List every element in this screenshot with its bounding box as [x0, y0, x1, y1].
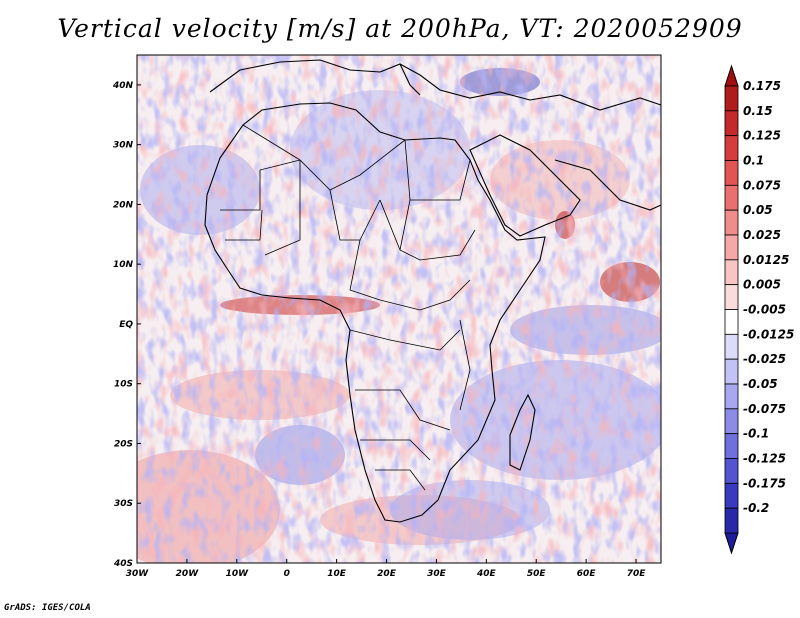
lon-tick-label: 50E [527, 569, 547, 579]
lat-tick-label: 30N [113, 141, 134, 151]
velocity-field [137, 55, 661, 563]
colorbar: 0.175 0.15 0.125 0.1 0.075 0.05 0.025 0.0125 0.0… [724, 64, 794, 555]
lat-tick-label: 20N [113, 200, 134, 210]
colorbar-swatch [724, 333, 739, 360]
colorbar-swatch [724, 284, 739, 310]
colorbar-swatch [724, 259, 739, 286]
lon-tick-label: 30E [427, 569, 447, 579]
colorbar-swatch [724, 209, 739, 236]
lon-tick-label: 40E [476, 569, 497, 579]
lon-tick-label: 20W [176, 569, 200, 579]
colorbar-label: -0.2 [743, 501, 769, 515]
colorbar-swatch [724, 309, 739, 335]
colorbar-swatch [724, 234, 739, 261]
colorbar-label: 0.15 [743, 104, 773, 118]
lat-tick-label: 20S [114, 439, 133, 449]
lon-tick-label: 10W [226, 569, 250, 579]
lon-tick-label: 0 [284, 569, 290, 579]
colorbar-swatch [724, 482, 739, 509]
colorbar-swatch [724, 458, 739, 484]
colorbar-swatch [724, 358, 739, 385]
colorbar-swatch [724, 507, 739, 534]
lat-tick-label: 40N [112, 81, 134, 91]
colorbar-swatch [724, 184, 739, 211]
colorbar-label: 0.075 [743, 178, 781, 192]
map-title: Vertical velocity [m/s] at 200hPa, VT: 2… [57, 14, 743, 43]
lat-tick-label: EQ [119, 320, 133, 330]
colorbar-bottom-arrow [724, 532, 739, 555]
colorbar-label: -0.175 [743, 476, 786, 490]
colorbar-swatch [724, 110, 739, 137]
colorbar-label: 0.05 [743, 203, 773, 217]
coastlines [204, 59, 662, 523]
colorbar-label: -0.005 [743, 303, 786, 317]
colorbar-label: 0.005 [743, 278, 781, 292]
lon-tick-label: 20E [377, 569, 397, 579]
lon-tick-label: 10E [327, 569, 347, 579]
colorbar-swatch [724, 160, 739, 186]
lon-tick-label: 60E [577, 569, 597, 579]
colorbar-label: 0.0125 [743, 253, 789, 267]
grads-credit: GrADS: IGES/COLA [4, 603, 91, 613]
lat-tick-label: 40S [113, 559, 133, 569]
colorbar-label: -0.125 [743, 452, 786, 466]
colorbar-label: 0.175 [743, 79, 781, 93]
lat-tick-label: 10S [114, 380, 133, 390]
lon-tick-label: 70E [627, 569, 647, 579]
colorbar-label: 0.025 [743, 228, 781, 242]
lat-tick-label: 10N [113, 260, 134, 270]
colorbar-label: -0.1 [743, 427, 769, 441]
colorbar-label: 0.1 [743, 154, 764, 168]
colorbar-label: 0.125 [743, 129, 781, 143]
plot-frame: 30W 20W 10W 0 10E 20E 30E 40E 50E 60E 70E 40N 30N 20… [112, 54, 662, 579]
colorbar-swatch [724, 383, 739, 410]
colorbar-label: -0.075 [743, 402, 786, 416]
colorbar-swatch [724, 408, 739, 435]
colorbar-label: -0.025 [743, 352, 786, 366]
colorbar-label: -0.05 [743, 377, 778, 391]
colorbar-label: -0.0125 [743, 327, 794, 341]
colorbar-swatch [724, 433, 739, 459]
colorbar-top-arrow [724, 64, 739, 87]
lat-tick-label: 30S [114, 499, 133, 509]
colorbar-swatch [724, 85, 739, 112]
lon-tick-label: 30W [126, 569, 150, 579]
colorbar-swatch [724, 135, 739, 161]
